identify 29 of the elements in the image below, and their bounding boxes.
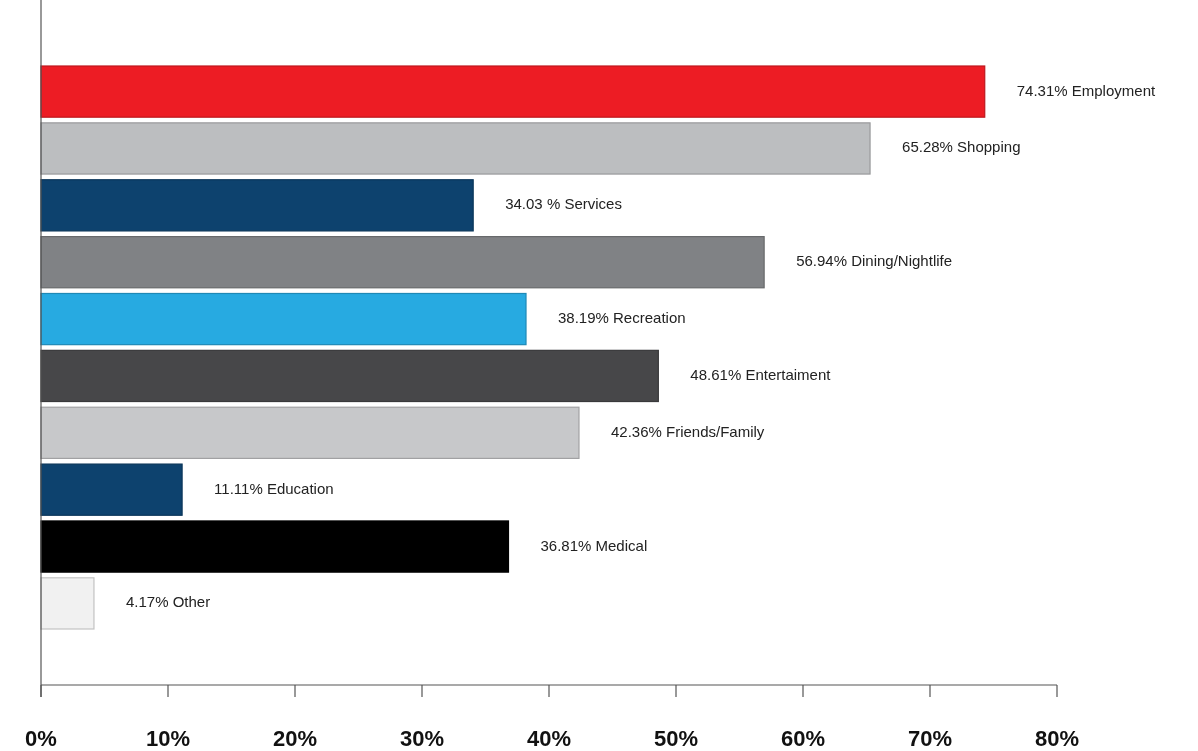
bar xyxy=(40,520,510,573)
text: 65.28% Shopping xyxy=(902,138,1021,156)
text: 11.11% Education xyxy=(214,479,334,497)
bar xyxy=(40,236,765,289)
bar xyxy=(40,292,527,346)
text: 38.19% Recreation xyxy=(558,309,686,327)
x-tick-label: 0% xyxy=(25,725,57,751)
x-tick-label: 60% xyxy=(780,725,826,751)
bar xyxy=(40,406,580,459)
x-tick-label: 80% xyxy=(1034,725,1080,751)
bar xyxy=(40,349,659,403)
bar xyxy=(40,65,986,118)
text: 4.17% Other xyxy=(125,593,211,611)
text: 34.03 % Services xyxy=(505,195,622,213)
x-tick-label: 70% xyxy=(907,725,953,751)
text: 48.61% Entertaiment xyxy=(690,365,831,383)
x-tick-label: 50% xyxy=(653,725,699,751)
text: 56.94% Dining/Nightlife xyxy=(796,252,953,270)
text: 74.31% Employment xyxy=(1016,81,1156,99)
x-tick-label: 30% xyxy=(399,725,445,751)
bar xyxy=(40,577,95,630)
x-tick-label: 40% xyxy=(526,725,572,751)
text: 42.36% Friends/Family xyxy=(610,422,765,440)
text: 36.81% Medical xyxy=(540,536,648,554)
bar xyxy=(40,463,183,516)
x-tick-label: 20% xyxy=(272,725,318,751)
bar xyxy=(40,122,871,175)
bar xyxy=(40,179,474,232)
x-tick-label: 10% xyxy=(145,725,191,751)
